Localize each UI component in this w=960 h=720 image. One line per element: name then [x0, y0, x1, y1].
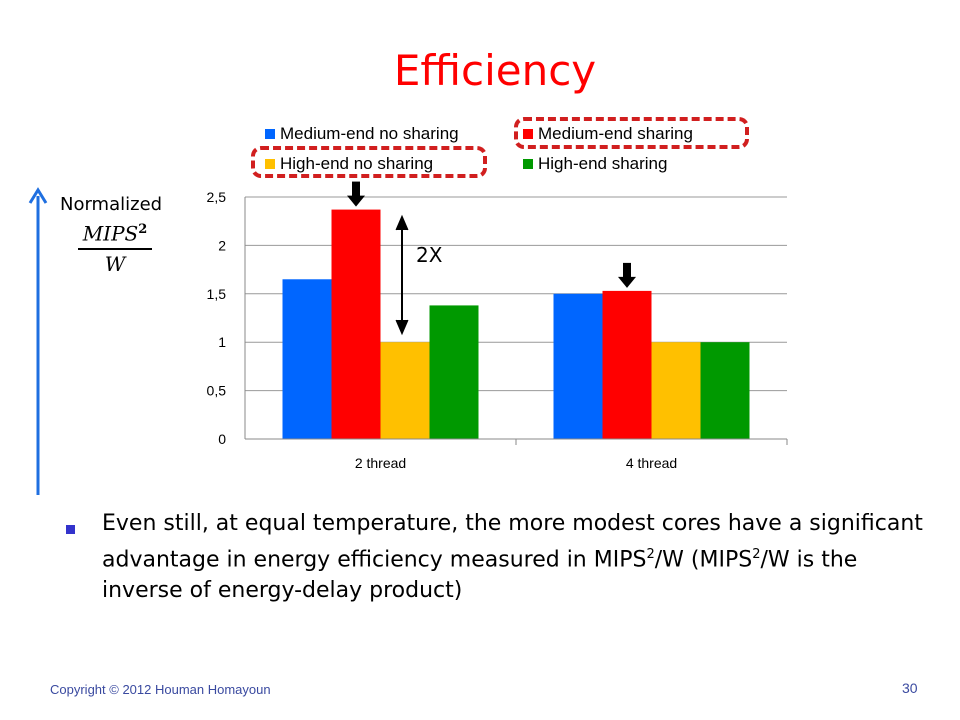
bullet-text-part: /W (MIPS	[654, 547, 753, 573]
down-arrow-icon	[618, 262, 636, 288]
bullet-superscript: 2	[752, 547, 761, 562]
arrow-head	[618, 276, 636, 288]
bar-medium-end-no-sharing	[553, 293, 603, 439]
fraction-bar	[78, 247, 152, 250]
bar-high-end-sharing	[700, 342, 750, 439]
bullet-point: Even still, at equal temperature, the mo…	[62, 508, 942, 606]
x-tick-label: 2 thread	[355, 455, 406, 471]
fraction-numerator: MIPS2	[78, 218, 152, 246]
y-tick-label: 2,5	[207, 189, 227, 205]
axes: 0 0,5 1 1,5 2 2,5 2 thread 4 thread	[207, 189, 788, 471]
y-tick-label: 0	[218, 431, 226, 447]
annotation-2x: 2X	[416, 243, 443, 267]
bar-high-end-sharing	[429, 305, 479, 439]
page-number: 30	[902, 680, 918, 696]
bars	[282, 209, 750, 439]
y-tick-label: 1,5	[207, 286, 227, 302]
bar-medium-end-sharing	[602, 290, 652, 439]
slide-title: Efficiency	[393, 46, 597, 95]
footer-copyright: Copyright © 2012 Houman Homayoun	[50, 682, 271, 697]
arrow-markers	[347, 181, 636, 288]
y-annotation-label: Normalized	[60, 194, 163, 215]
fraction-denominator: W	[104, 251, 126, 276]
y-tick-label: 2	[218, 237, 226, 253]
bar-high-end-no-sharing	[380, 342, 430, 439]
y-annotation-fraction: MIPS2 W	[78, 218, 152, 276]
bullet-text-part: /W is the inverse of energy-delay produc…	[102, 547, 858, 604]
numerator-text: MIPS	[82, 221, 139, 246]
bullet-text: Even still, at equal temperature, the mo…	[102, 508, 942, 606]
bullet-superscript: 2	[646, 547, 655, 562]
y-tick-label: 0,5	[207, 383, 227, 399]
arrow-shaft	[623, 262, 631, 278]
bullet-text-part: Even still, at equal temperature, the mo…	[102, 511, 923, 573]
arrow-head	[347, 195, 365, 207]
x-tick-label: 4 thread	[626, 455, 677, 471]
numerator-exponent: 2	[138, 222, 148, 237]
arrow-shaft	[352, 181, 360, 197]
bar-medium-end-sharing	[331, 209, 381, 439]
bar-high-end-no-sharing	[651, 342, 701, 439]
up-arrow-icon	[28, 187, 48, 495]
down-arrow-icon	[347, 181, 365, 207]
y-tick-label: 1	[218, 334, 226, 350]
bar-medium-end-no-sharing	[282, 279, 332, 439]
bullet-marker-icon	[66, 525, 75, 534]
